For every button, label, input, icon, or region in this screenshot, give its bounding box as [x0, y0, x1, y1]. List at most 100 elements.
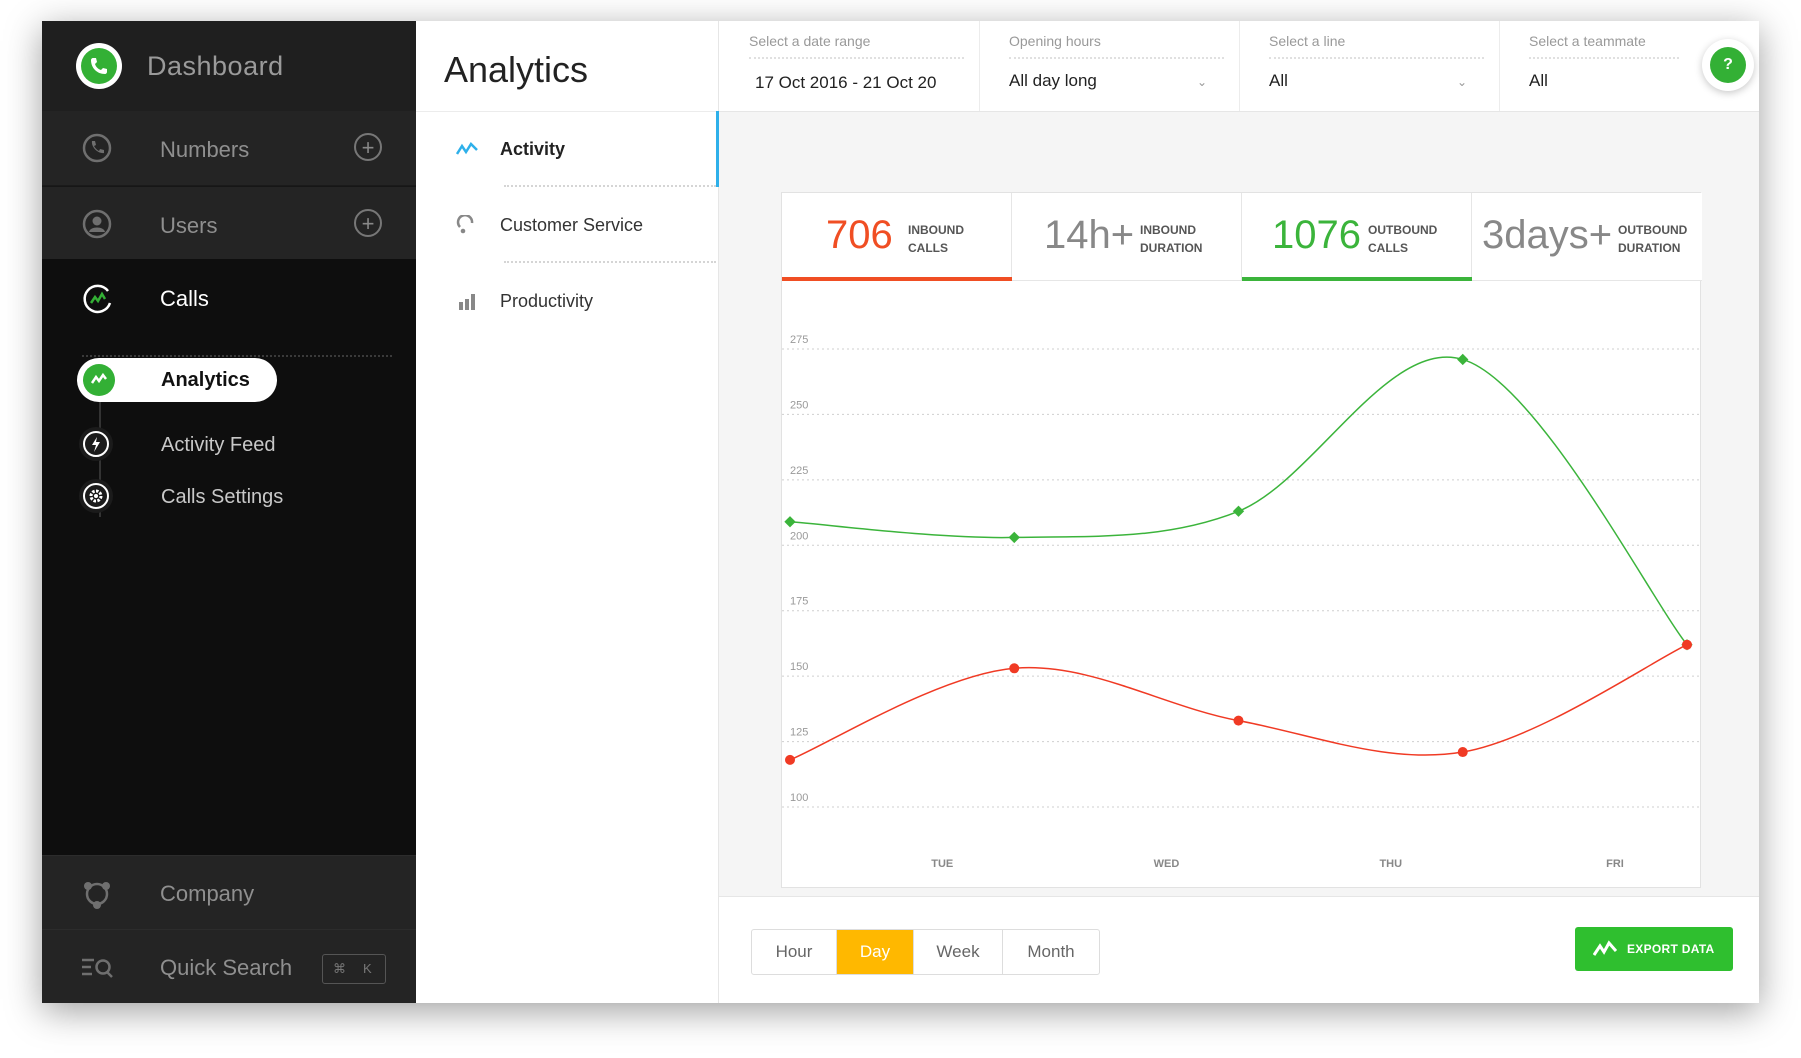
stat-active-underline	[782, 277, 1012, 281]
data-point[interactable]	[1232, 505, 1245, 517]
submenu-label: Analytics	[161, 369, 250, 391]
data-point[interactable]	[1233, 715, 1244, 726]
search-list-icon	[82, 958, 113, 978]
y-tick-label: 175	[790, 596, 808, 608]
period-selector: Hour Day Week Month	[751, 929, 1100, 975]
stat-label: CALLS	[1368, 241, 1408, 255]
sidebar-item-calls[interactable]: Calls	[42, 259, 416, 339]
divider	[749, 57, 964, 59]
submenu-activity-feed[interactable]: Activity Feed	[77, 425, 377, 465]
x-tick-label: FRI	[1606, 858, 1624, 870]
app-logo	[76, 43, 122, 89]
analytics-icon	[83, 364, 115, 396]
lightning-icon	[79, 427, 113, 461]
period-week[interactable]: Week	[914, 930, 1003, 974]
divider	[504, 185, 716, 187]
period-month[interactable]: Month	[1027, 942, 1075, 961]
sidebar-item-users[interactable]: Users +	[42, 187, 416, 262]
submenu-calls-settings[interactable]: Calls Settings	[77, 477, 377, 517]
stat-active-underline	[1242, 277, 1472, 281]
activity-icon	[1593, 940, 1617, 956]
sidebar-item-label: Quick Search	[160, 955, 293, 980]
sidebar-item-company[interactable]: Company	[42, 855, 416, 930]
stat-label: INBOUND	[1140, 223, 1196, 237]
dashboard-title: Dashboard	[147, 51, 284, 81]
export-label: EXPORT DATA	[1627, 942, 1715, 956]
add-user-button[interactable]: +	[354, 209, 382, 237]
nav-label: Customer Service	[500, 215, 644, 235]
keyboard-shortcut-badge: ⌘ K	[322, 954, 386, 984]
stat-inbound-duration[interactable]: 14h+ INBOUND DURATION	[1012, 193, 1242, 281]
help-icon: ?	[1710, 47, 1746, 83]
nav-customer-service[interactable]: Customer Service	[416, 187, 718, 263]
chevron-down-icon: ⌄	[1457, 75, 1468, 89]
line-select[interactable]: Select a line All ⌄	[1239, 21, 1500, 111]
sidebar-item-label: Users	[160, 213, 218, 238]
page-title: Analytics	[444, 49, 589, 90]
sidebar-header[interactable]: Dashboard	[42, 21, 416, 112]
data-point[interactable]	[785, 754, 795, 765]
analytics-nav-panel: Analytics Activity Customer Service	[416, 21, 719, 1003]
headset-icon	[456, 215, 474, 234]
active-indicator	[716, 111, 719, 187]
nav-label: Productivity	[500, 291, 594, 311]
nav-label: Activity	[500, 139, 566, 159]
period-hour[interactable]: Hour	[752, 930, 837, 974]
y-tick-label: 225	[790, 465, 808, 477]
stat-inbound-calls[interactable]: 706 INBOUND CALLS	[782, 193, 1012, 281]
date-range-filter[interactable]: Select a date range 17 Oct 2016 - 21 Oct…	[719, 21, 980, 111]
submenu-analytics[interactable]: Analytics	[77, 358, 277, 402]
sidebar: Dashboard Numbers + Users +	[42, 21, 416, 1003]
stat-label: INBOUND	[908, 223, 964, 237]
y-tick-label: 250	[790, 399, 808, 411]
submenu-label: Calls Settings	[161, 486, 284, 508]
line-value: All	[1269, 71, 1288, 90]
date-range-value: 17 Oct 2016 - 21 Oct 20	[755, 73, 937, 92]
company-icon	[84, 882, 110, 909]
stat-label: DURATION	[1618, 241, 1681, 255]
data-point[interactable]	[1457, 353, 1469, 366]
nav-activity[interactable]: Activity	[416, 111, 718, 187]
shortcut-key: ⌘	[333, 961, 346, 976]
calls-section: Calls	[42, 259, 416, 863]
y-tick-label: 275	[790, 334, 808, 346]
page-header: Analytics	[416, 21, 718, 112]
data-point[interactable]	[784, 516, 796, 528]
data-point[interactable]	[1682, 639, 1692, 650]
filter-caption: Opening hours	[1009, 33, 1101, 49]
export-data-button[interactable]: EXPORT DATA	[1575, 927, 1733, 971]
help-button[interactable]: ?	[1702, 39, 1754, 91]
period-day[interactable]: Day	[837, 930, 914, 974]
stat-label: DURATION	[1140, 241, 1203, 255]
user-icon	[82, 209, 112, 239]
sidebar-item-quick-search[interactable]: Quick Search ⌘ K	[42, 929, 416, 1003]
stat-label: CALLS	[908, 241, 948, 255]
y-tick-label: 200	[790, 530, 808, 542]
activity-line-chart: 100 125 150 175 200 225 250 275 TUE WED THU FRI	[782, 334, 1700, 870]
data-point[interactable]	[1008, 531, 1020, 544]
stat-value: 706	[826, 213, 893, 257]
teammate-select[interactable]: Select a teammate All	[1499, 21, 1759, 111]
sidebar-item-label: Numbers	[160, 137, 250, 162]
nav-productivity[interactable]: Productivity	[416, 263, 718, 339]
phone-circle-icon	[82, 133, 112, 163]
gear-icon	[79, 479, 113, 513]
y-tick-label: 125	[790, 727, 808, 739]
data-point[interactable]	[1457, 747, 1468, 758]
divider	[1269, 57, 1484, 59]
x-tick-label: THU	[1379, 858, 1402, 870]
add-number-button[interactable]: +	[354, 133, 382, 161]
chevron-down-icon: ⌄	[1197, 75, 1208, 89]
stat-outbound-duration[interactable]: 3days+ OUTBOUND DURATION	[1472, 193, 1702, 281]
bar-chart-icon	[459, 294, 475, 310]
stat-value: 3days+	[1482, 213, 1613, 257]
sidebar-item-numbers[interactable]: Numbers +	[42, 111, 416, 186]
opening-hours-select[interactable]: Opening hours All day long ⌄	[979, 21, 1240, 111]
y-tick-label: 100	[790, 792, 808, 804]
activity-icon	[456, 142, 478, 155]
y-tick-label: 150	[790, 661, 808, 673]
series-line	[789, 356, 1688, 646]
divider	[82, 355, 392, 357]
data-point[interactable]	[1009, 663, 1020, 674]
stat-outbound-calls[interactable]: 1076 OUTBOUND CALLS	[1242, 193, 1472, 281]
